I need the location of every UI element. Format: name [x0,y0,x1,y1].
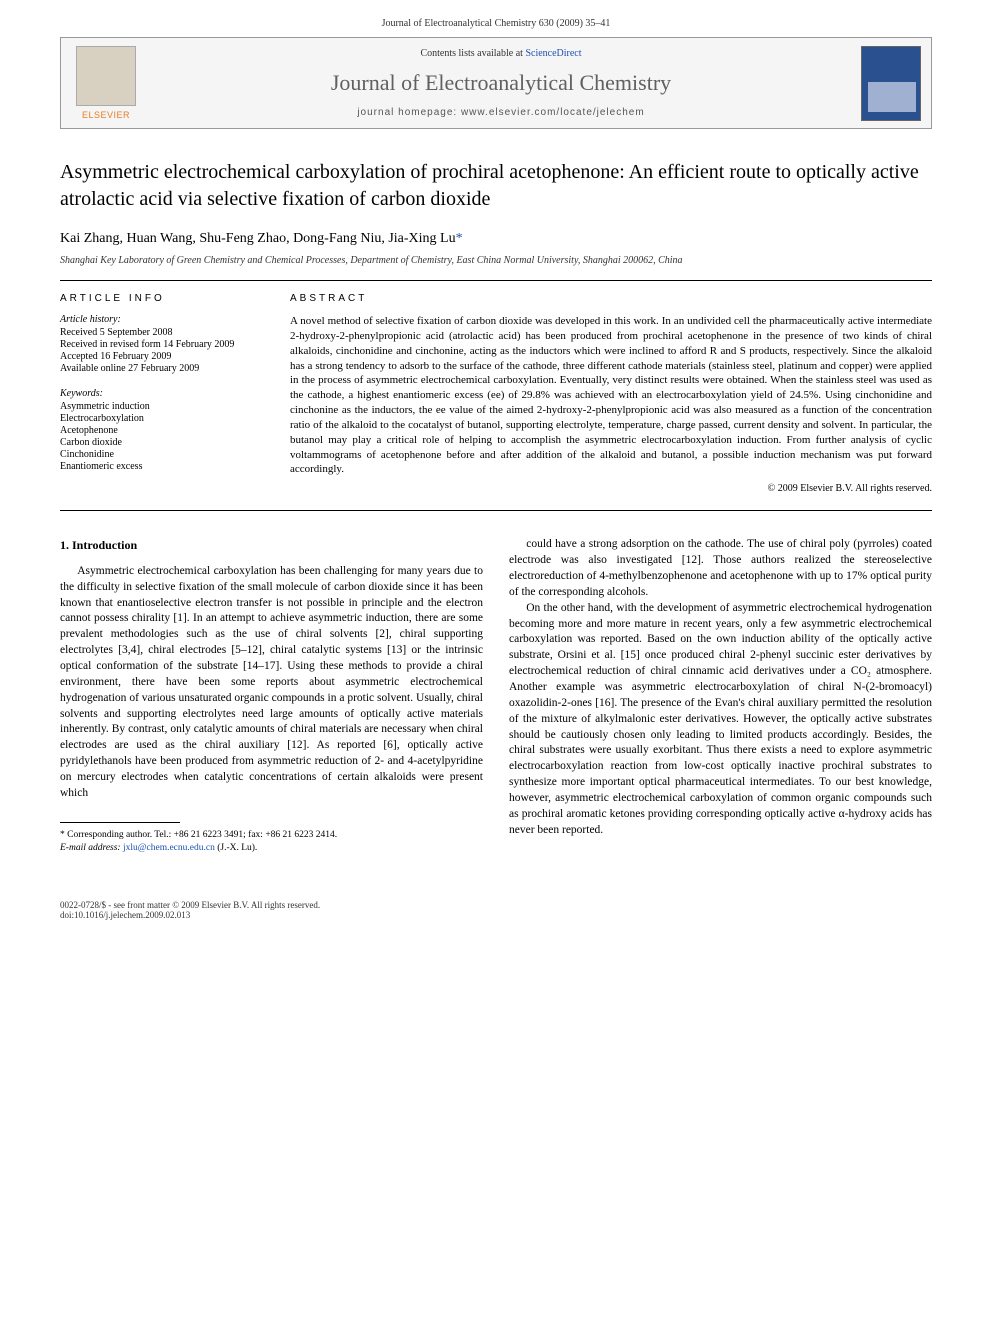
author-names: Kai Zhang, Huan Wang, Shu-Feng Zhao, Don… [60,231,456,246]
masthead-center: Contents lists available at ScienceDirec… [151,38,851,128]
history-online: Available online 27 February 2009 [60,363,260,374]
contents-available-line: Contents lists available at ScienceDirec… [171,48,831,59]
history-received: Received 5 September 2008 [60,327,260,338]
publisher-logo-block: ELSEVIER [61,38,151,128]
footnote-email-line: E-mail address: jxlu@chem.ecnu.edu.cn (J… [60,842,483,855]
sciencedirect-link[interactable]: ScienceDirect [525,48,581,59]
keyword: Enantiomeric excess [60,461,260,472]
column-left: 1. Introduction Asymmetric electrochemic… [60,537,483,854]
footnote-separator [60,822,180,823]
article-history-label: Article history: [60,314,260,325]
keyword: Asymmetric induction [60,401,260,412]
article-title: Asymmetric electrochemical carboxylation… [60,159,932,213]
history-accepted: Accepted 16 February 2009 [60,351,260,362]
author-list: Kai Zhang, Huan Wang, Shu-Feng Zhao, Don… [60,231,932,247]
contents-prefix: Contents lists available at [420,48,525,59]
body-paragraph: could have a strong adsorption on the ca… [509,537,932,600]
abstract-text: A novel method of selective fixation of … [290,314,932,477]
body-two-column: 1. Introduction Asymmetric electrochemic… [60,537,932,854]
body-paragraph: Asymmetric electrochemical carboxylation… [60,564,483,802]
corresponding-email-link[interactable]: jxlu@chem.ecnu.edu.cn [123,843,215,853]
page-footer: 0022-0728/$ - see front matter © 2009 El… [0,894,992,940]
publisher-name: ELSEVIER [82,110,130,120]
column-right: could have a strong adsorption on the ca… [509,537,932,854]
corresponding-footnote: * Corresponding author. Tel.: +86 21 622… [60,829,483,855]
journal-masthead: ELSEVIER Contents lists available at Sci… [60,37,932,129]
history-revised: Received in revised form 14 February 200… [60,339,260,350]
running-header: Journal of Electroanalytical Chemistry 6… [0,0,992,37]
keyword: Carbon dioxide [60,437,260,448]
journal-homepage: journal homepage: www.elsevier.com/locat… [171,107,831,118]
cover-thumbnail-block [851,38,931,128]
elsevier-tree-icon [76,46,136,106]
email-suffix: (J.-X. Lu). [215,843,257,853]
journal-cover-icon [861,46,921,121]
section-heading-intro: 1. Introduction [60,537,483,554]
keyword: Electrocarboxylation [60,413,260,424]
article-info-block: ARTICLE INFO Article history: Received 5… [60,293,260,494]
article-info-heading: ARTICLE INFO [60,293,260,304]
keywords-label: Keywords: [60,388,260,399]
footnote-corr-line: * Corresponding author. Tel.: +86 21 622… [60,829,483,842]
abstract-copyright: © 2009 Elsevier B.V. All rights reserved… [290,483,932,494]
abstract-heading: ABSTRACT [290,293,932,304]
article-info-row: ARTICLE INFO Article history: Received 5… [60,281,932,511]
article-body: Asymmetric electrochemical carboxylation… [0,159,992,894]
corresponding-mark: * [456,231,463,246]
abstract-block: ABSTRACT A novel method of selective fix… [290,293,932,494]
keyword: Cinchonidine [60,449,260,460]
journal-title: Journal of Electroanalytical Chemistry [171,70,831,96]
body-paragraph: On the other hand, with the development … [509,601,932,839]
affiliation: Shanghai Key Laboratory of Green Chemist… [60,255,932,266]
footer-doi: doi:10.1016/j.jelechem.2009.02.013 [60,910,932,920]
keyword: Acetophenone [60,425,260,436]
footer-front-matter: 0022-0728/$ - see front matter © 2009 El… [60,900,932,910]
email-label: E-mail address: [60,843,123,853]
